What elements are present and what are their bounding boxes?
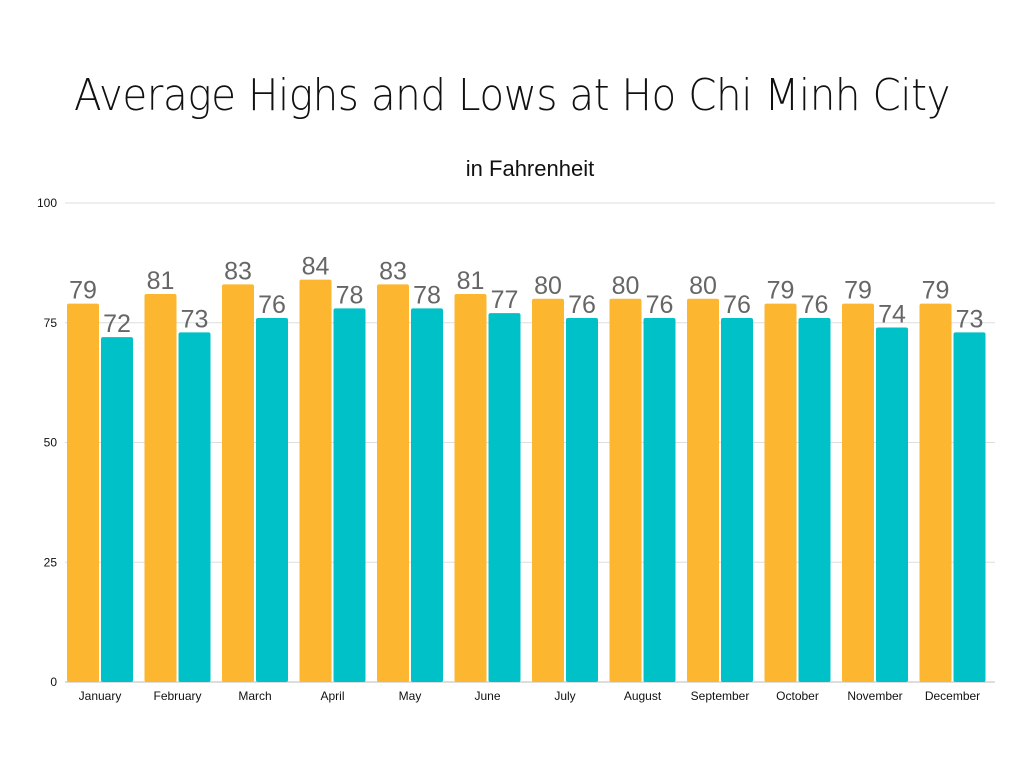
data-label: 76 bbox=[258, 291, 286, 319]
bar bbox=[721, 317, 753, 682]
y-tick-label: 100 bbox=[37, 196, 57, 210]
data-label: 83 bbox=[379, 257, 407, 285]
x-tick-label: March bbox=[238, 689, 271, 703]
data-label: 84 bbox=[302, 253, 330, 281]
x-tick-label: May bbox=[399, 689, 422, 703]
bar bbox=[687, 298, 719, 682]
bar bbox=[178, 332, 211, 682]
x-tick-label: September bbox=[691, 689, 750, 703]
bar bbox=[919, 303, 952, 682]
x-tick-label: August bbox=[624, 689, 662, 703]
x-tick-label: July bbox=[554, 689, 575, 703]
x-tick-label: October bbox=[776, 689, 819, 703]
y-tick-label: 75 bbox=[44, 316, 58, 330]
data-label: 79 bbox=[844, 277, 872, 305]
chart-title: Average Highs and Lows at Ho Chi Minh Ci… bbox=[73, 70, 951, 121]
bar bbox=[532, 298, 564, 682]
data-label: 81 bbox=[457, 267, 485, 295]
bar bbox=[454, 294, 487, 682]
bar bbox=[256, 317, 288, 682]
data-label: 80 bbox=[689, 272, 717, 300]
bar bbox=[333, 308, 366, 682]
data-label: 78 bbox=[336, 281, 364, 309]
bar bbox=[299, 279, 332, 682]
y-tick-label: 25 bbox=[44, 555, 58, 569]
data-label: 80 bbox=[534, 272, 562, 300]
data-label: 79 bbox=[922, 277, 950, 305]
data-label: 81 bbox=[147, 267, 175, 295]
data-label: 78 bbox=[413, 281, 441, 309]
data-label: 76 bbox=[801, 291, 829, 319]
bar bbox=[876, 327, 908, 682]
data-label: 73 bbox=[181, 305, 209, 333]
x-tick-label: February bbox=[153, 689, 201, 703]
data-label: 76 bbox=[646, 291, 674, 319]
data-label: 80 bbox=[612, 272, 640, 300]
data-label: 76 bbox=[723, 291, 751, 319]
bar bbox=[67, 303, 99, 682]
bar bbox=[798, 317, 831, 682]
data-label: 74 bbox=[878, 301, 906, 329]
data-label: 83 bbox=[224, 257, 252, 285]
bar bbox=[101, 337, 133, 682]
y-tick-label: 50 bbox=[44, 436, 58, 450]
x-tick-label: June bbox=[474, 689, 500, 703]
chart-subtitle: in Fahrenheit bbox=[465, 156, 595, 181]
bar bbox=[144, 294, 177, 682]
bar bbox=[566, 317, 598, 682]
bar bbox=[488, 313, 521, 682]
bar bbox=[842, 303, 874, 682]
bar bbox=[609, 298, 642, 682]
data-label: 72 bbox=[103, 310, 131, 338]
bar bbox=[222, 284, 254, 682]
bar bbox=[377, 284, 409, 682]
x-tick-label: November bbox=[847, 689, 902, 703]
data-label: 76 bbox=[568, 291, 596, 319]
data-label: 73 bbox=[956, 305, 984, 333]
x-tick-label: January bbox=[79, 689, 122, 703]
bar bbox=[953, 332, 986, 682]
bar bbox=[643, 317, 676, 682]
data-label: 79 bbox=[767, 277, 795, 305]
bar bbox=[764, 303, 797, 682]
data-label: 77 bbox=[491, 286, 519, 314]
x-tick-label: April bbox=[320, 689, 344, 703]
bar bbox=[411, 308, 443, 682]
y-tick-label: 0 bbox=[50, 675, 57, 689]
x-tick-label: December bbox=[925, 689, 980, 703]
data-label: 79 bbox=[69, 277, 97, 305]
